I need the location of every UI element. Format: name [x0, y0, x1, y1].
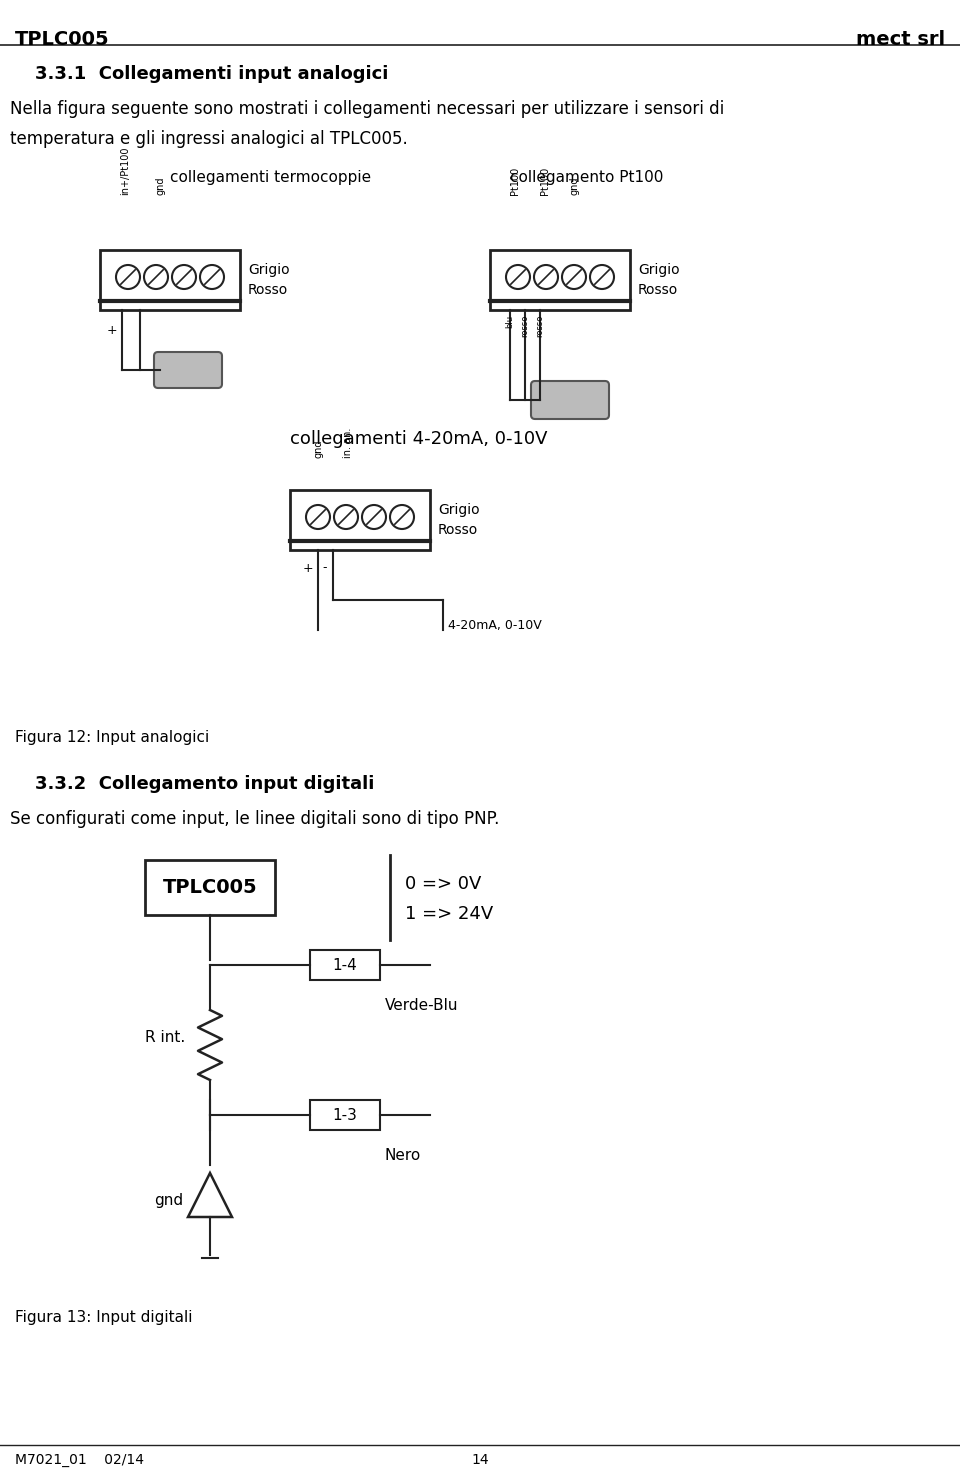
- Text: Figura 13: Input digitali: Figura 13: Input digitali: [15, 1310, 193, 1324]
- Text: collegamento Pt100: collegamento Pt100: [510, 170, 663, 185]
- Text: 1-4: 1-4: [332, 958, 357, 973]
- Text: Nero: Nero: [385, 1148, 421, 1163]
- Text: gnd: gnd: [313, 439, 323, 458]
- Text: 14: 14: [471, 1453, 489, 1468]
- Text: Nella figura seguente sono mostrati i collegamenti necessari per utilizzare i se: Nella figura seguente sono mostrati i co…: [10, 101, 724, 118]
- Text: Rosso: Rosso: [248, 282, 288, 297]
- Text: Se configurati come input, le linee digitali sono di tipo PNP.: Se configurati come input, le linee digi…: [10, 810, 499, 828]
- Text: M7021_01    02/14: M7021_01 02/14: [15, 1453, 144, 1468]
- Text: collegamenti termocoppie: collegamenti termocoppie: [170, 170, 372, 185]
- Text: gnd: gnd: [570, 176, 580, 195]
- Bar: [310, 950, 380, 980]
- Text: Pt100: Pt100: [540, 167, 550, 195]
- Bar: [490, 250, 630, 310]
- Text: rosso: rosso: [520, 315, 530, 337]
- Bar: [290, 491, 430, 550]
- Bar: [100, 250, 240, 310]
- Bar: [145, 860, 275, 915]
- Text: 4-20mA, 0-10V: 4-20mA, 0-10V: [448, 618, 541, 631]
- Text: +: +: [302, 562, 313, 575]
- Text: in+/Pt100: in+/Pt100: [120, 146, 130, 195]
- Bar: [310, 1100, 380, 1131]
- Text: temperatura e gli ingressi analogici al TPLC005.: temperatura e gli ingressi analogici al …: [10, 130, 408, 148]
- Text: rosso: rosso: [536, 315, 544, 337]
- Text: TPLC005: TPLC005: [162, 878, 257, 897]
- Text: Grigio: Grigio: [248, 263, 290, 276]
- Text: Rosso: Rosso: [638, 282, 679, 297]
- Text: +: +: [107, 324, 117, 337]
- Text: collegamenti 4-20mA, 0-10V: collegamenti 4-20mA, 0-10V: [290, 430, 547, 448]
- Text: R int.: R int.: [145, 1030, 185, 1045]
- Text: in. an.: in. an.: [343, 427, 353, 458]
- Text: -: -: [323, 562, 327, 575]
- Text: 0 => 0V: 0 => 0V: [405, 875, 481, 893]
- Text: 1 => 24V: 1 => 24V: [405, 905, 493, 922]
- Text: blu: blu: [506, 315, 515, 328]
- FancyBboxPatch shape: [531, 381, 609, 418]
- Text: Grigio: Grigio: [438, 503, 480, 517]
- Text: Verde-Blu: Verde-Blu: [385, 998, 459, 1012]
- FancyBboxPatch shape: [154, 352, 222, 389]
- Text: 1-3: 1-3: [332, 1107, 357, 1122]
- Text: Rosso: Rosso: [438, 523, 478, 537]
- Text: mect srl: mect srl: [856, 30, 945, 49]
- Text: gnd: gnd: [155, 176, 165, 195]
- Text: Figura 12: Input analogici: Figura 12: Input analogici: [15, 730, 209, 745]
- Text: gnd: gnd: [154, 1193, 183, 1208]
- Text: Grigio: Grigio: [638, 263, 680, 276]
- Text: Pt100: Pt100: [510, 167, 520, 195]
- Text: 3.3.2  Collegamento input digitali: 3.3.2 Collegamento input digitali: [35, 774, 374, 794]
- Text: 3.3.1  Collegamenti input analogici: 3.3.1 Collegamenti input analogici: [35, 65, 389, 83]
- Text: TPLC005: TPLC005: [15, 30, 109, 49]
